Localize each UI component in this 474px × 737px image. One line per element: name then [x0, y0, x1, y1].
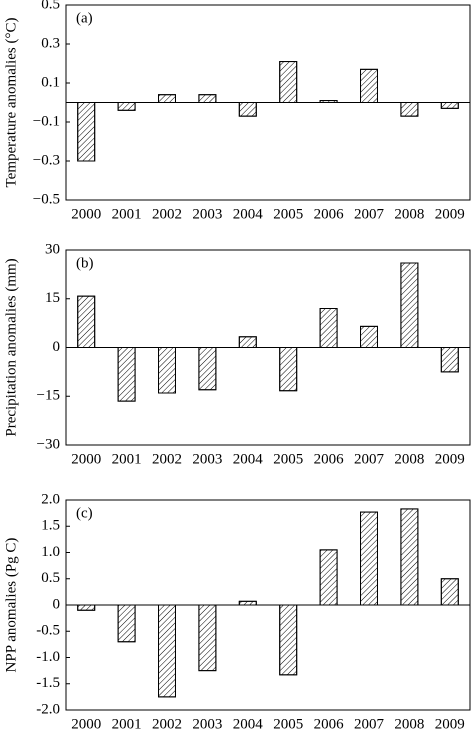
x-tick-label: 2007 — [354, 716, 385, 732]
bar-hatch — [440, 102, 459, 109]
y-tick-label: −0.1 — [33, 113, 60, 129]
bar-hatch — [400, 102, 419, 117]
x-tick-label: 2005 — [273, 206, 303, 222]
x-tick-label: 2002 — [152, 716, 182, 732]
bar-hatch — [360, 511, 378, 606]
bar-hatch — [360, 325, 378, 348]
x-tick-label: 2003 — [192, 206, 222, 222]
bar-hatch — [77, 604, 96, 611]
x-tick-label: 2004 — [233, 716, 264, 732]
x-tick-label: 2004 — [233, 206, 264, 222]
x-tick-label: 2008 — [394, 206, 424, 222]
x-tick-label: 2009 — [435, 451, 465, 467]
x-tick-label: 2008 — [394, 451, 424, 467]
bar-hatch — [319, 100, 338, 104]
bar-hatch — [440, 578, 459, 606]
x-tick-label: 2007 — [354, 206, 385, 222]
y-tick-label: 15 — [45, 290, 60, 306]
panel-label: (b) — [76, 255, 94, 271]
x-tick-label: 2006 — [314, 206, 345, 222]
bar-hatch — [238, 600, 257, 606]
bar-hatch — [400, 262, 419, 348]
panel-label: (c) — [76, 505, 93, 521]
y-tick-label: 0.5 — [41, 570, 60, 586]
bar-hatch — [279, 61, 298, 103]
bar-hatch — [279, 604, 298, 676]
y-tick-label: 1.0 — [41, 544, 60, 560]
y-tick-label: 2.0 — [41, 491, 60, 507]
y-tick-label: -1.0 — [36, 649, 60, 665]
x-tick-label: 2001 — [112, 206, 142, 222]
y-tick-label: -1.5 — [36, 675, 60, 691]
bar-hatch — [117, 102, 136, 111]
x-tick-label: 2002 — [152, 451, 182, 467]
x-tick-label: 2003 — [192, 451, 222, 467]
bar-hatch — [198, 604, 217, 672]
bar-hatch — [238, 102, 257, 117]
x-tick-label: 2004 — [233, 451, 264, 467]
y-tick-label: −0.3 — [33, 152, 60, 168]
bar-hatch — [360, 68, 378, 103]
y-axis-label: Precipitation anomalies (mm) — [3, 258, 19, 436]
y-tick-label: 0 — [53, 596, 61, 612]
bar-hatch — [198, 347, 217, 391]
y-tick-label: 30 — [45, 241, 60, 257]
y-tick-label: −15 — [37, 388, 60, 404]
x-tick-label: 2000 — [71, 206, 101, 222]
y-tick-label: 1.5 — [41, 518, 60, 534]
x-tick-label: 2006 — [314, 451, 345, 467]
x-tick-label: 2002 — [152, 206, 182, 222]
x-tick-label: 2001 — [112, 716, 142, 732]
bar-hatch — [238, 336, 257, 348]
y-tick-label: 0.3 — [41, 35, 60, 51]
bar-hatch — [117, 347, 136, 402]
x-tick-label: 2006 — [314, 716, 345, 732]
bar-hatch — [440, 347, 459, 373]
x-tick-label: 2008 — [394, 716, 424, 732]
x-tick-label: 2000 — [71, 451, 101, 467]
y-tick-label: 0.5 — [41, 0, 60, 12]
x-tick-label: 2007 — [354, 451, 385, 467]
y-axis-label: NPP anomalies (Pg C) — [3, 538, 19, 673]
bar-hatch — [319, 308, 338, 348]
x-tick-label: 2009 — [435, 206, 465, 222]
panel-label: (a) — [76, 10, 93, 26]
bar-hatch — [77, 102, 96, 162]
bar-hatch — [77, 295, 96, 348]
y-tick-label: −30 — [37, 436, 60, 452]
y-tick-label: 0 — [53, 339, 61, 355]
bar-hatch — [158, 347, 176, 394]
bar-hatch — [279, 347, 298, 392]
bar-hatch — [158, 94, 176, 103]
bar-hatch — [117, 604, 136, 643]
y-tick-label: -2.0 — [36, 701, 60, 717]
y-tick-label: −0.5 — [33, 191, 60, 207]
x-tick-label: 2009 — [435, 716, 465, 732]
x-tick-label: 2005 — [273, 716, 303, 732]
x-tick-label: 2000 — [71, 716, 101, 732]
x-tick-label: 2003 — [192, 716, 222, 732]
y-tick-label: -0.5 — [36, 623, 60, 639]
bar-hatch — [158, 604, 176, 698]
y-axis-label: Temperature anomalies (°C) — [3, 18, 19, 188]
x-tick-label: 2005 — [273, 451, 303, 467]
bar-hatch — [319, 549, 338, 606]
bar-hatch — [400, 508, 419, 606]
x-tick-label: 2001 — [112, 451, 142, 467]
bar-hatch — [198, 94, 217, 103]
y-tick-label: 0.1 — [41, 74, 60, 90]
